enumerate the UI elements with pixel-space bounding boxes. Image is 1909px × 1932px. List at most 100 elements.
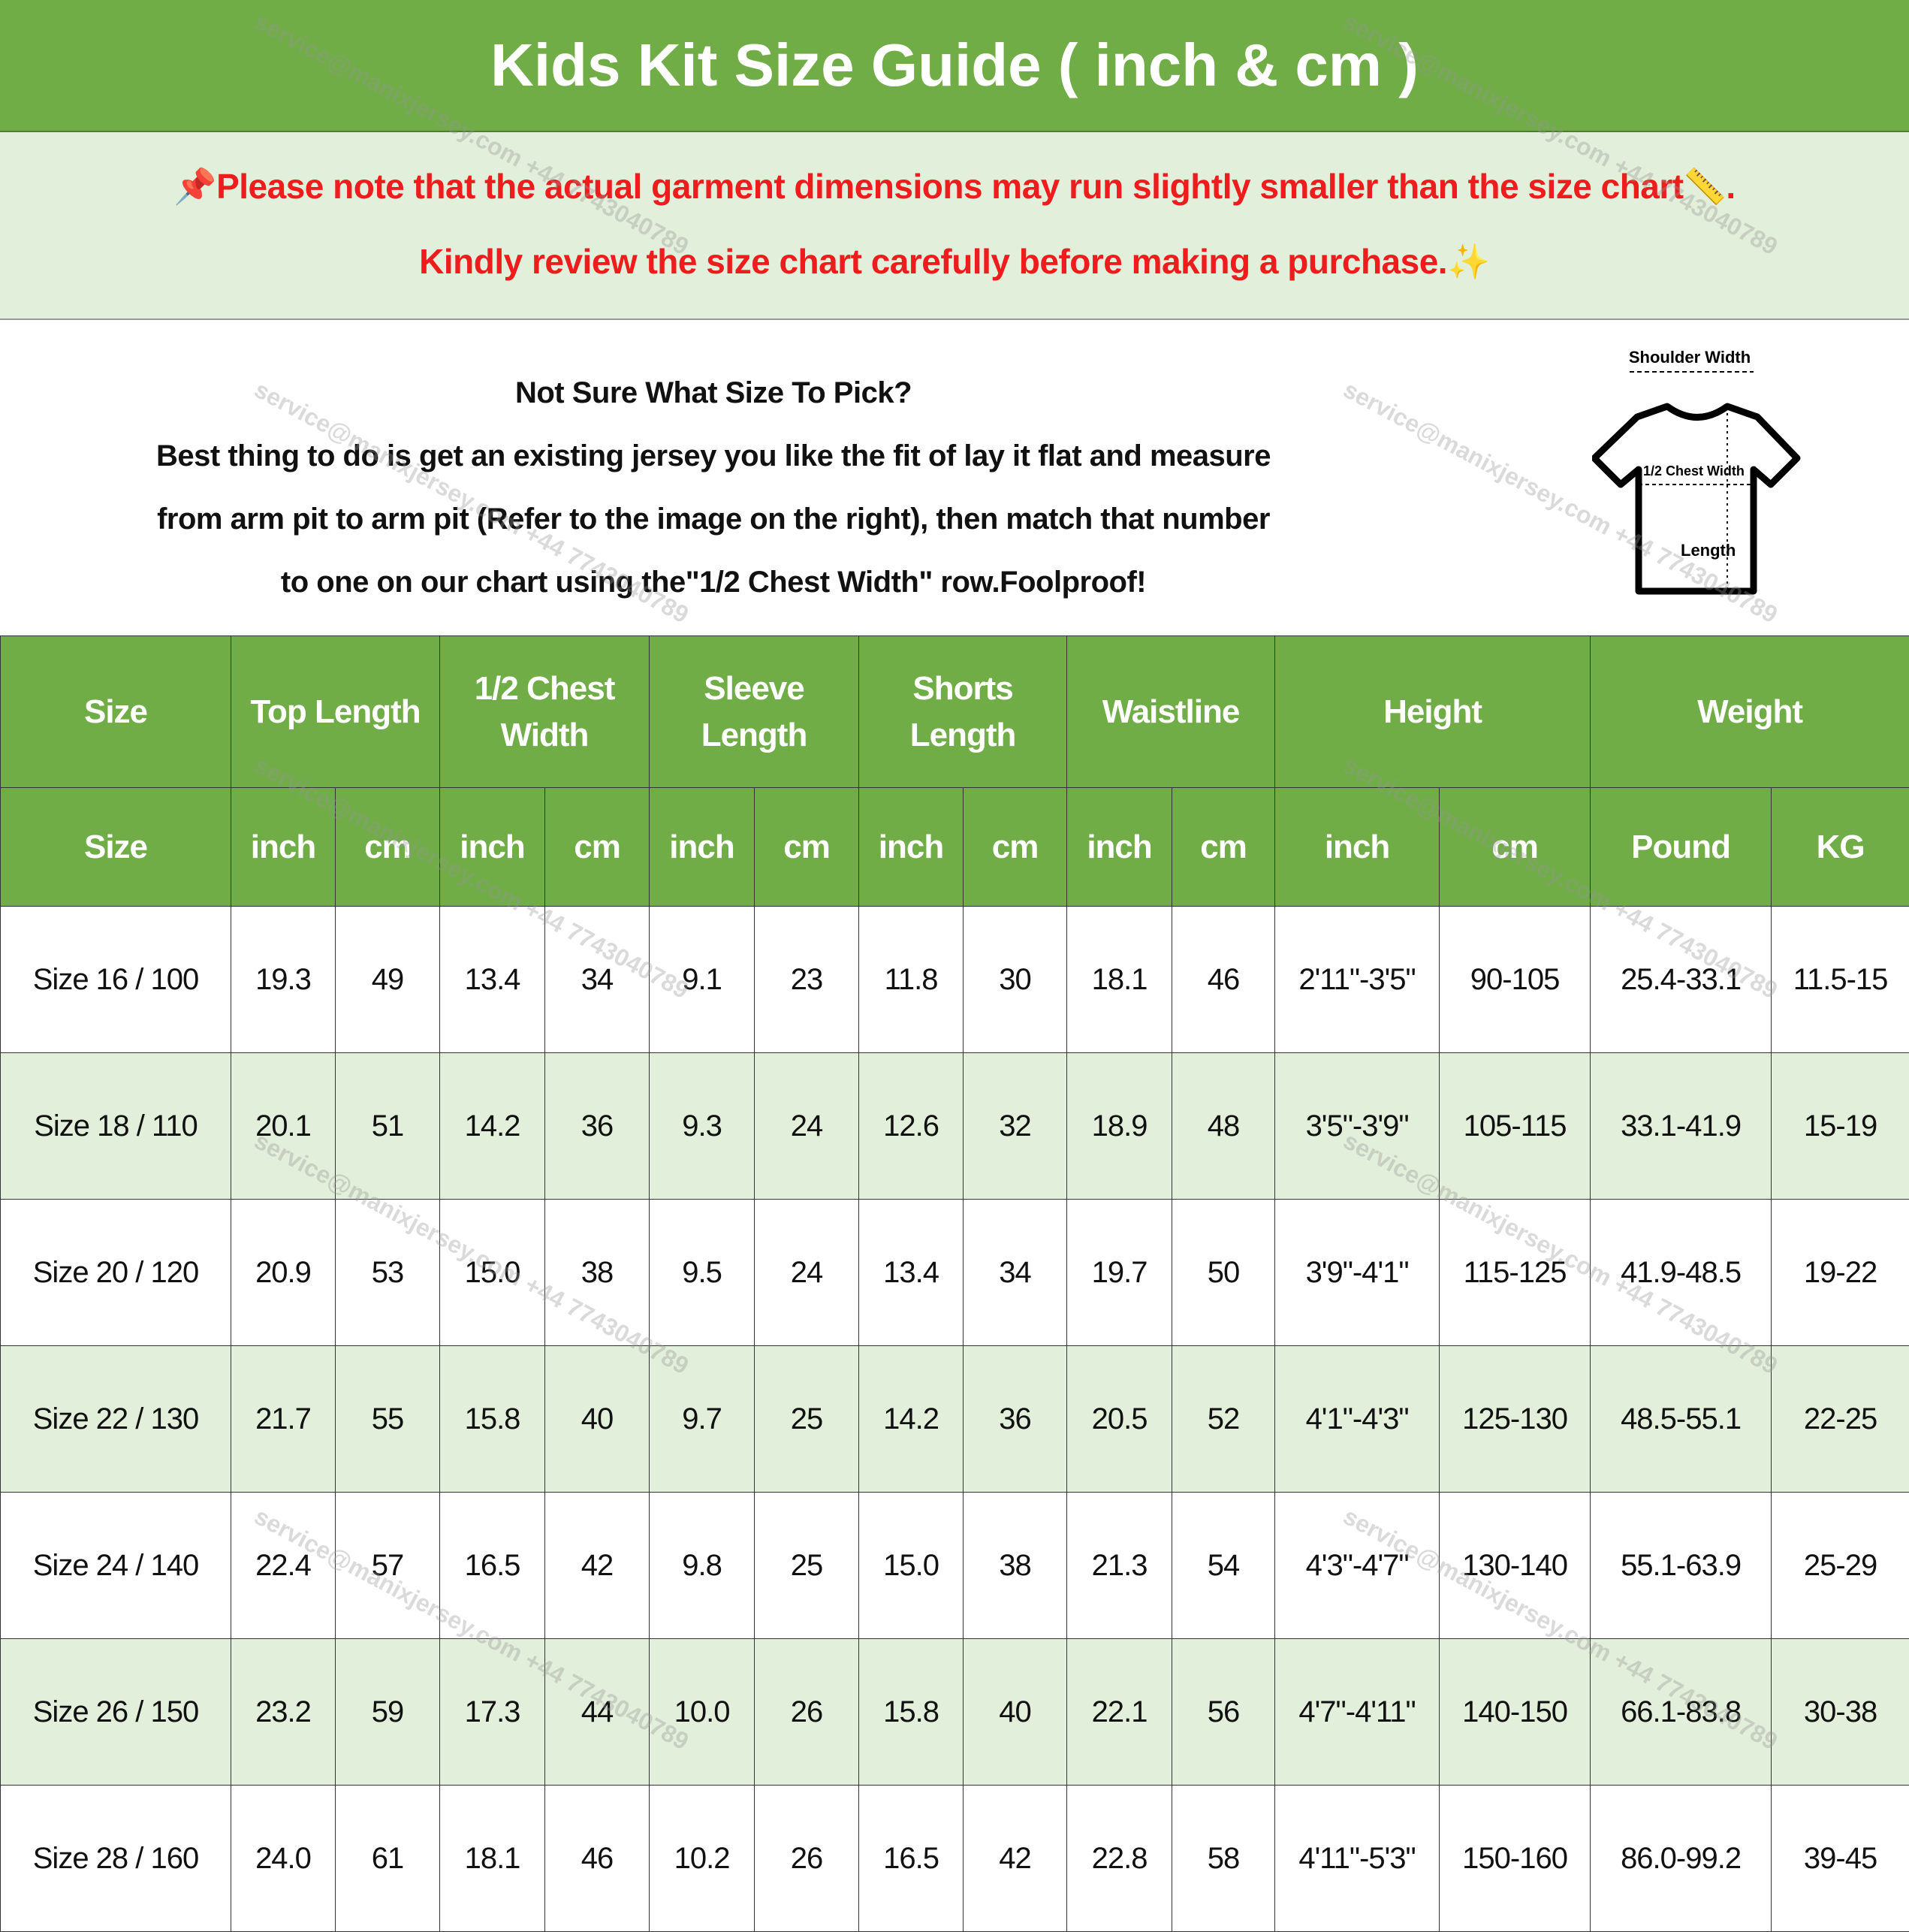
unit-header: inch: [858, 787, 964, 907]
value-cell: 42: [544, 1492, 650, 1639]
cell-text: Size 28 / 160: [32, 1841, 199, 1875]
cell-text: 2'11"-3'5": [1298, 962, 1416, 996]
value-cell: 9.7: [649, 1345, 755, 1493]
table-row: Size 22 / 130 21.7 55 15.8 40 9.7 25 14.2 36 20.5…: [0, 1345, 1909, 1493]
size-cell: Size 26 / 150: [0, 1638, 231, 1786]
cell-text: 42: [999, 1841, 1031, 1875]
value-cell: 53: [334, 1199, 441, 1346]
size-cell: Size 22 / 130: [0, 1345, 231, 1493]
cell-text: 150-160: [1462, 1841, 1568, 1875]
value-cell: 44: [544, 1638, 650, 1786]
value-cell: 9.3: [649, 1052, 755, 1200]
cell-text: 36: [999, 1402, 1031, 1435]
cell-text: 30: [999, 962, 1031, 996]
cell-text: 16.5: [464, 1548, 521, 1582]
tshirt-measurement-diagram: Shoulder Width 1/2 Chest Width Length: [1592, 348, 1801, 595]
value-cell: 2'11"-3'5": [1274, 906, 1440, 1053]
value-cell: 18.1: [439, 1785, 546, 1932]
value-cell: 25: [754, 1492, 860, 1639]
value-cell: 90-105: [1439, 906, 1591, 1053]
cell-text: 3'5"-3'9": [1305, 1109, 1410, 1143]
help-line: Best thing to do is get an existing jers…: [156, 439, 1271, 472]
unit-header: inch: [649, 787, 755, 907]
value-cell: 25.4-33.1: [1590, 906, 1772, 1053]
cell-text: 36: [581, 1109, 614, 1143]
cell-text: 49: [371, 962, 404, 996]
sparkles-icon: ✨: [1447, 242, 1490, 281]
value-cell: 58: [1172, 1785, 1276, 1932]
value-cell: 15-19: [1771, 1052, 1909, 1200]
value-cell: 22.1: [1066, 1638, 1173, 1786]
value-cell: 21.7: [231, 1345, 336, 1493]
group-header: Size: [0, 635, 231, 788]
value-cell: 150-160: [1439, 1785, 1591, 1932]
value-cell: 26: [754, 1785, 860, 1932]
cell-text: 38: [999, 1548, 1031, 1582]
pushpin-icon: 📌: [173, 167, 217, 206]
help-line: from arm pit to arm pit (Refer to the im…: [157, 503, 1270, 536]
group-header: Top Length: [230, 635, 441, 788]
value-cell: 17.3: [439, 1638, 546, 1786]
unit-header: inch: [1274, 787, 1440, 907]
value-cell: 57: [334, 1492, 441, 1639]
value-cell: 19.7: [1066, 1199, 1173, 1346]
cell-text: 46: [581, 1841, 614, 1875]
cell-text: 20.5: [1091, 1402, 1148, 1435]
size-table: Size Top Length 1/2 Chest Width Sleeve L…: [0, 635, 1909, 1932]
cell-text: 20.9: [255, 1255, 312, 1289]
header-text: Waistline: [1102, 693, 1241, 730]
size-cell: Size 28 / 160: [0, 1785, 231, 1932]
cell-text: 23.2: [255, 1695, 312, 1728]
cell-text: 24: [790, 1255, 823, 1289]
cell-text: 13.4: [883, 1255, 939, 1289]
unit-header: cm: [754, 787, 860, 907]
help-line: to one on our chart using the"1/2 Chest …: [280, 566, 1147, 599]
table-row: Size 18 / 110 20.1 51 14.2 36 9.3 24 12.6 32 18.9…: [0, 1052, 1909, 1200]
length-label: Length: [1681, 541, 1736, 560]
value-cell: 18.9: [1066, 1052, 1173, 1200]
cell-text: 39-45: [1803, 1841, 1877, 1875]
header-text: inch: [878, 828, 944, 865]
group-header-row: Size Top Length 1/2 Chest Width Sleeve L…: [0, 635, 1909, 788]
cell-text: 105-115: [1463, 1109, 1567, 1143]
cell-text: Size 16 / 100: [32, 962, 199, 996]
header-text: cm: [1200, 828, 1247, 865]
cell-text: 14.2: [883, 1402, 939, 1435]
cell-text: 125-130: [1462, 1402, 1568, 1435]
value-cell: 40: [963, 1638, 1068, 1786]
page-title: Kids Kit Size Guide ( inch & cm ): [0, 0, 1909, 132]
cell-text: 14.2: [464, 1109, 521, 1143]
header-text: 1/2 Chest Width: [474, 669, 616, 753]
value-cell: 55.1-63.9: [1590, 1492, 1772, 1639]
cell-text: 48.5-55.1: [1621, 1402, 1742, 1435]
cell-text: Size 18 / 110: [34, 1109, 198, 1143]
cell-text: 32: [999, 1109, 1031, 1143]
group-header: 1/2 Chest Width: [439, 635, 650, 788]
cell-text: 54: [1207, 1548, 1240, 1582]
header-text: inch: [669, 828, 734, 865]
value-cell: 61: [334, 1785, 441, 1932]
cell-text: 15.0: [883, 1548, 939, 1582]
value-cell: 59: [334, 1638, 441, 1786]
cell-text: 56: [1207, 1695, 1240, 1728]
notice-row-2: Kindly review the size chart carefully b…: [8, 241, 1901, 282]
cell-text: 4'7"-4'11": [1298, 1695, 1416, 1728]
cell-text: 24: [790, 1109, 823, 1143]
cell-text: 90-105: [1470, 962, 1561, 996]
cell-text: 9.8: [682, 1548, 722, 1582]
cell-text: 9.5: [682, 1255, 722, 1289]
value-cell: 49: [334, 906, 441, 1053]
header-text: cm: [364, 828, 412, 865]
value-cell: 38: [963, 1492, 1068, 1639]
cell-text: 42: [581, 1548, 614, 1582]
header-text: cm: [1491, 828, 1539, 865]
cell-text: 4'3"-4'7": [1305, 1548, 1410, 1582]
size-notice: 📌Please note that the actual garment dim…: [0, 132, 1909, 320]
cell-text: Size 20 / 120: [32, 1255, 199, 1289]
value-cell: 25-29: [1771, 1492, 1909, 1639]
value-cell: 14.2: [439, 1052, 546, 1200]
value-cell: 56: [1172, 1638, 1276, 1786]
value-cell: 52: [1172, 1345, 1276, 1493]
header-text: cm: [574, 828, 621, 865]
cell-text: 23: [790, 962, 823, 996]
